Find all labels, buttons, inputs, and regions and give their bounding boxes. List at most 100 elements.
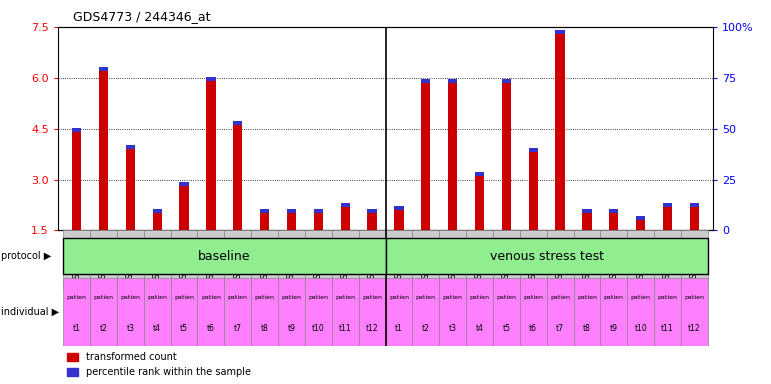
Text: baseline: baseline <box>198 250 251 263</box>
Text: t6: t6 <box>207 324 215 333</box>
FancyBboxPatch shape <box>547 278 574 346</box>
Text: patien: patien <box>201 295 221 300</box>
Bar <box>341 203 350 207</box>
Bar <box>475 176 484 230</box>
FancyBboxPatch shape <box>386 278 412 346</box>
FancyBboxPatch shape <box>681 278 708 346</box>
Bar <box>341 207 350 230</box>
Bar <box>260 209 269 214</box>
Bar <box>126 149 135 230</box>
FancyBboxPatch shape <box>90 230 117 290</box>
Text: patien: patien <box>416 295 436 300</box>
Text: patien: patien <box>497 295 517 300</box>
Text: patien: patien <box>685 295 705 300</box>
Text: patien: patien <box>93 295 113 300</box>
Bar <box>636 220 645 230</box>
Bar <box>421 83 430 230</box>
Bar <box>609 209 618 214</box>
Bar <box>153 214 162 230</box>
Text: t12: t12 <box>688 324 701 333</box>
Bar <box>609 214 618 230</box>
FancyBboxPatch shape <box>305 278 332 346</box>
Text: venous stress test: venous stress test <box>490 250 604 263</box>
FancyBboxPatch shape <box>63 278 90 346</box>
FancyBboxPatch shape <box>493 278 520 346</box>
Bar <box>475 172 484 176</box>
FancyBboxPatch shape <box>305 230 332 290</box>
FancyBboxPatch shape <box>117 278 143 346</box>
Text: t1: t1 <box>72 324 80 333</box>
FancyBboxPatch shape <box>278 278 305 346</box>
FancyBboxPatch shape <box>439 278 466 346</box>
Bar <box>529 152 538 230</box>
Text: t3: t3 <box>126 324 134 333</box>
FancyBboxPatch shape <box>63 230 90 290</box>
Text: GSM949437: GSM949437 <box>368 237 376 283</box>
Text: t4: t4 <box>476 324 483 333</box>
Text: GSM949428: GSM949428 <box>556 237 564 283</box>
FancyBboxPatch shape <box>412 230 439 290</box>
Text: GSM949429: GSM949429 <box>260 237 269 283</box>
Text: GSM949419: GSM949419 <box>126 237 135 283</box>
Text: GSM949416: GSM949416 <box>395 237 403 283</box>
Legend: transformed count, percentile rank within the sample: transformed count, percentile rank withi… <box>62 349 255 381</box>
FancyBboxPatch shape <box>224 230 251 290</box>
FancyBboxPatch shape <box>197 278 224 346</box>
Text: patien: patien <box>550 295 570 300</box>
Text: patien: patien <box>174 295 194 300</box>
Bar <box>555 30 565 34</box>
FancyBboxPatch shape <box>439 230 466 290</box>
Text: t1: t1 <box>395 324 403 333</box>
Bar <box>287 209 296 214</box>
Bar <box>180 182 189 186</box>
Text: patien: patien <box>604 295 624 300</box>
Text: patien: patien <box>577 295 597 300</box>
Bar <box>448 79 457 83</box>
FancyBboxPatch shape <box>359 230 386 290</box>
Text: GSM949427: GSM949427 <box>234 237 242 283</box>
Text: GSM949423: GSM949423 <box>180 237 189 283</box>
Bar <box>394 210 404 230</box>
Bar <box>448 83 457 230</box>
Text: patien: patien <box>147 295 167 300</box>
FancyBboxPatch shape <box>224 278 251 346</box>
Bar <box>367 209 377 214</box>
Text: patien: patien <box>362 295 382 300</box>
FancyBboxPatch shape <box>493 230 520 290</box>
Text: GSM949438: GSM949438 <box>690 237 699 283</box>
Text: GSM949418: GSM949418 <box>421 237 430 283</box>
Bar <box>99 71 108 230</box>
FancyBboxPatch shape <box>332 278 359 346</box>
Text: GDS4773 / 244346_at: GDS4773 / 244346_at <box>73 10 210 23</box>
Bar <box>206 77 216 81</box>
Text: patien: patien <box>308 295 328 300</box>
Text: GSM949424: GSM949424 <box>502 237 511 283</box>
Bar <box>99 67 108 71</box>
Bar <box>180 186 189 230</box>
Text: patien: patien <box>254 295 274 300</box>
Bar <box>582 214 591 230</box>
FancyBboxPatch shape <box>547 230 574 290</box>
FancyBboxPatch shape <box>63 238 385 275</box>
Text: patien: patien <box>443 295 463 300</box>
FancyBboxPatch shape <box>654 278 681 346</box>
Text: GSM949420: GSM949420 <box>448 237 457 283</box>
Text: GSM949421: GSM949421 <box>153 237 162 283</box>
Text: GSM949434: GSM949434 <box>636 237 645 283</box>
Bar <box>555 34 565 230</box>
Text: t9: t9 <box>610 324 618 333</box>
Text: t2: t2 <box>99 324 107 333</box>
Bar <box>367 214 377 230</box>
Bar <box>260 214 269 230</box>
Bar <box>126 145 135 149</box>
Text: patien: patien <box>227 295 247 300</box>
Bar <box>529 148 538 152</box>
FancyBboxPatch shape <box>654 230 681 290</box>
Text: t8: t8 <box>261 324 268 333</box>
Bar <box>72 132 81 230</box>
Text: GSM949431: GSM949431 <box>287 237 296 283</box>
Text: t4: t4 <box>153 324 161 333</box>
Text: t7: t7 <box>234 324 242 333</box>
FancyBboxPatch shape <box>332 230 359 290</box>
FancyBboxPatch shape <box>90 278 117 346</box>
